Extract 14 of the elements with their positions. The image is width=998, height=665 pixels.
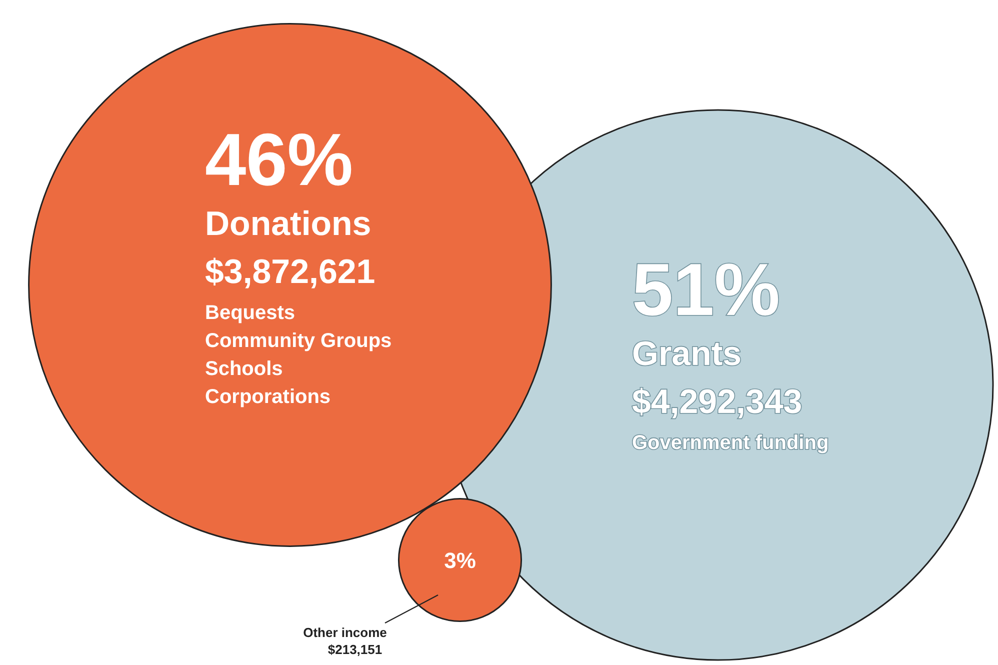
text: 46%	[205, 118, 354, 201]
text: 3%	[444, 548, 476, 573]
data-label: $4,292,343	[632, 383, 802, 421]
text: Corporations	[205, 386, 331, 408]
category-label: Grants	[632, 335, 742, 373]
text: Government funding	[632, 432, 829, 454]
data-label: $213,151	[328, 642, 382, 657]
data-label: $3,872,621	[205, 253, 376, 291]
text: 51%	[632, 248, 780, 331]
category-label: Donations	[205, 205, 372, 243]
text: Bequests	[205, 302, 296, 324]
category-label: Other income	[303, 625, 387, 640]
text: Community Groups	[205, 330, 392, 352]
text: Schools	[205, 358, 283, 380]
